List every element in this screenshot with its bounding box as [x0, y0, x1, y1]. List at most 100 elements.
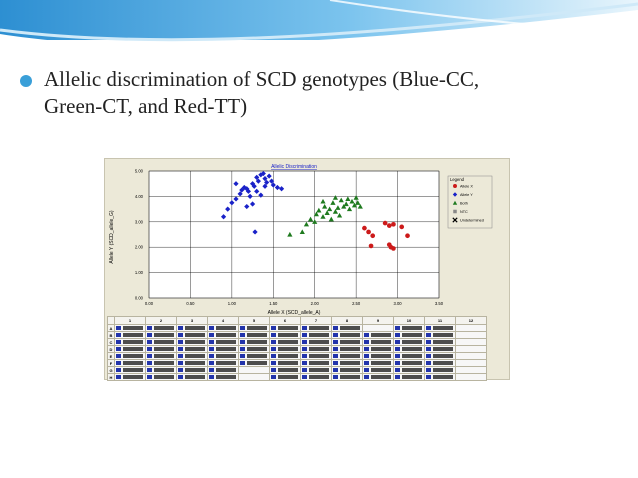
plate-well[interactable] [424, 331, 456, 339]
plate-well[interactable] [238, 359, 270, 367]
plate-well[interactable] [331, 324, 363, 332]
plate-well[interactable] [331, 345, 363, 353]
plate-well[interactable] [331, 359, 363, 367]
plate-well[interactable] [331, 373, 363, 381]
plate-well[interactable] [300, 331, 332, 339]
plate-well[interactable] [145, 359, 177, 367]
plate-well[interactable] [269, 352, 301, 360]
plate-well[interactable] [176, 345, 208, 353]
plate-well[interactable] [207, 324, 239, 332]
plate-well[interactable] [238, 373, 270, 381]
plate-well[interactable] [424, 359, 456, 367]
plate-well[interactable] [269, 373, 301, 381]
plate-well[interactable] [114, 352, 146, 360]
plate-well[interactable] [362, 345, 394, 353]
plate-well[interactable] [145, 352, 177, 360]
plate-well[interactable] [145, 345, 177, 353]
plate-well[interactable] [207, 359, 239, 367]
plate-well[interactable] [145, 324, 177, 332]
plate-well[interactable] [331, 338, 363, 346]
plate-well[interactable] [176, 324, 208, 332]
plate-well[interactable] [300, 359, 332, 367]
plate-well[interactable] [393, 331, 425, 339]
plate-well[interactable] [145, 366, 177, 374]
plate-well[interactable] [269, 366, 301, 374]
plate-well[interactable] [362, 352, 394, 360]
plate-well[interactable] [269, 359, 301, 367]
plate-well[interactable] [238, 345, 270, 353]
plate-well[interactable] [331, 352, 363, 360]
plate-well[interactable] [176, 366, 208, 374]
plate-well[interactable] [176, 373, 208, 381]
plate-well[interactable] [424, 366, 456, 374]
plate-well[interactable] [145, 373, 177, 381]
plate-well[interactable] [238, 338, 270, 346]
plate-well[interactable] [207, 331, 239, 339]
plate-well[interactable] [424, 352, 456, 360]
plate-well[interactable] [455, 352, 487, 360]
plate-well[interactable] [424, 373, 456, 381]
plate-well[interactable] [114, 338, 146, 346]
plate-well[interactable] [238, 324, 270, 332]
plate-well[interactable] [145, 331, 177, 339]
plate-well[interactable] [176, 331, 208, 339]
plate-well[interactable] [269, 338, 301, 346]
plate-well[interactable] [114, 331, 146, 339]
plate-well[interactable] [455, 345, 487, 353]
plate-well[interactable] [362, 338, 394, 346]
plate-well[interactable] [176, 352, 208, 360]
plate-well[interactable] [362, 359, 394, 367]
plate-well[interactable] [238, 366, 270, 374]
plate-well[interactable] [176, 359, 208, 367]
plate-well[interactable] [114, 366, 146, 374]
data-point-circle [391, 222, 396, 227]
plate-well[interactable] [207, 366, 239, 374]
plate-well[interactable] [145, 338, 177, 346]
plate-well[interactable] [393, 345, 425, 353]
plate-well[interactable] [393, 373, 425, 381]
plate-row-header: H [107, 373, 115, 381]
plate-well[interactable] [393, 352, 425, 360]
plate-well[interactable] [362, 324, 394, 332]
plate-well[interactable] [269, 331, 301, 339]
plate-well[interactable] [424, 338, 456, 346]
plate-well[interactable] [393, 359, 425, 367]
plate-well[interactable] [207, 345, 239, 353]
plate-well[interactable] [207, 352, 239, 360]
plate-well[interactable] [300, 366, 332, 374]
plate-well[interactable] [393, 366, 425, 374]
plate-well[interactable] [455, 366, 487, 374]
plate-well[interactable] [455, 359, 487, 367]
plate-well[interactable] [331, 366, 363, 374]
plate-well[interactable] [207, 373, 239, 381]
plate-well[interactable] [362, 331, 394, 339]
data-point-triangle [299, 229, 305, 235]
plate-well[interactable] [393, 324, 425, 332]
plate-well[interactable] [300, 373, 332, 381]
plate-well[interactable] [300, 345, 332, 353]
plate-well[interactable] [455, 324, 487, 332]
plate-well[interactable] [362, 373, 394, 381]
plate-well[interactable] [331, 331, 363, 339]
plate-well[interactable] [176, 338, 208, 346]
plate-well[interactable] [455, 373, 487, 381]
plate-well[interactable] [238, 352, 270, 360]
plate-well[interactable] [114, 324, 146, 332]
plate-well[interactable] [424, 345, 456, 353]
plate-well[interactable] [455, 338, 487, 346]
plate-well[interactable] [269, 324, 301, 332]
data-point-diamond [237, 191, 243, 197]
plate-well[interactable] [300, 338, 332, 346]
plate-well[interactable] [362, 366, 394, 374]
plate-well[interactable] [300, 324, 332, 332]
plate-well[interactable] [207, 338, 239, 346]
plate-well[interactable] [114, 345, 146, 353]
plate-well[interactable] [114, 359, 146, 367]
plate-well[interactable] [269, 345, 301, 353]
plate-well[interactable] [238, 331, 270, 339]
plate-well[interactable] [455, 331, 487, 339]
plate-well[interactable] [300, 352, 332, 360]
plate-well[interactable] [424, 324, 456, 332]
plate-well[interactable] [114, 373, 146, 381]
plate-well[interactable] [393, 338, 425, 346]
